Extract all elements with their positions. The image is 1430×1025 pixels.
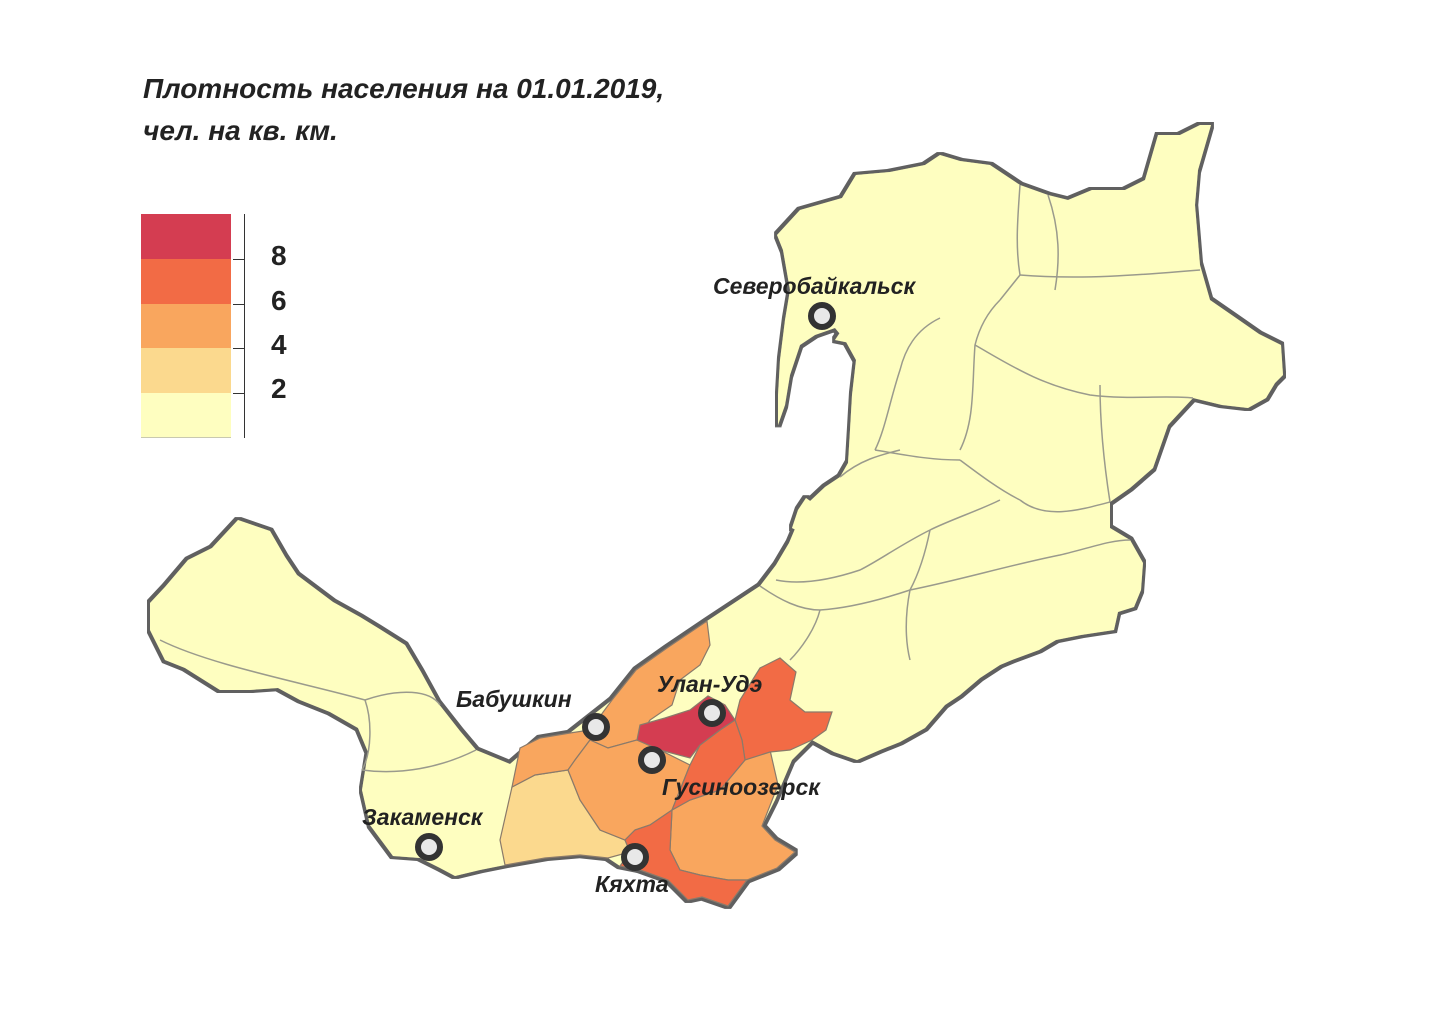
region-territory bbox=[150, 125, 1283, 906]
city-marker-zakamensk bbox=[415, 833, 443, 861]
city-label-kyakhta: Кяхта bbox=[595, 871, 669, 897]
city-label-babushkin: Бабушкин bbox=[456, 686, 572, 712]
city-marker-babushkin bbox=[582, 713, 610, 741]
legend-label-8: 8 bbox=[271, 240, 287, 271]
legend-bin-1 bbox=[141, 214, 231, 260]
map-title: Плотность населения на 01.01.2019, чел. … bbox=[143, 68, 664, 152]
legend-tick bbox=[233, 259, 245, 260]
city-marker-severobaikalsk bbox=[808, 302, 836, 330]
city-marker-ulan-ude bbox=[698, 699, 726, 727]
district-boundaries bbox=[159, 184, 1201, 773]
city-markers bbox=[415, 302, 836, 871]
legend-label-4: 4 bbox=[271, 329, 287, 360]
city-labels: Северобайкальск Улан-Удэ Бабушкин Гусино… bbox=[362, 273, 916, 897]
city-label-zakamensk: Закаменск bbox=[362, 804, 484, 830]
legend-label-2: 2 bbox=[271, 373, 287, 404]
island bbox=[792, 498, 813, 532]
city-label-ulan-ude: Улан-Удэ bbox=[657, 671, 762, 697]
city-marker-gusinoozersk bbox=[638, 746, 666, 774]
legend-bin-4 bbox=[141, 348, 231, 394]
legend-tick bbox=[233, 304, 245, 305]
city-marker-kyakhta bbox=[621, 843, 649, 871]
title-line-2: чел. на кв. км. bbox=[143, 115, 338, 146]
legend: 8 6 4 2 bbox=[141, 214, 301, 438]
legend-bin-3 bbox=[141, 304, 231, 349]
title-line-1: Плотность населения на 01.01.2019, bbox=[143, 73, 665, 104]
region-shape bbox=[150, 125, 1283, 906]
legend-tick bbox=[233, 393, 245, 394]
legend-label-6: 6 bbox=[271, 285, 287, 316]
legend-axis bbox=[244, 214, 245, 438]
island bbox=[835, 322, 858, 343]
city-label-severobaikalsk: Северобайкальск bbox=[713, 273, 916, 299]
legend-bin-5 bbox=[141, 393, 231, 438]
city-label-gusinoozersk: Гусиноозерск bbox=[662, 774, 821, 800]
legend-tick bbox=[233, 348, 245, 349]
